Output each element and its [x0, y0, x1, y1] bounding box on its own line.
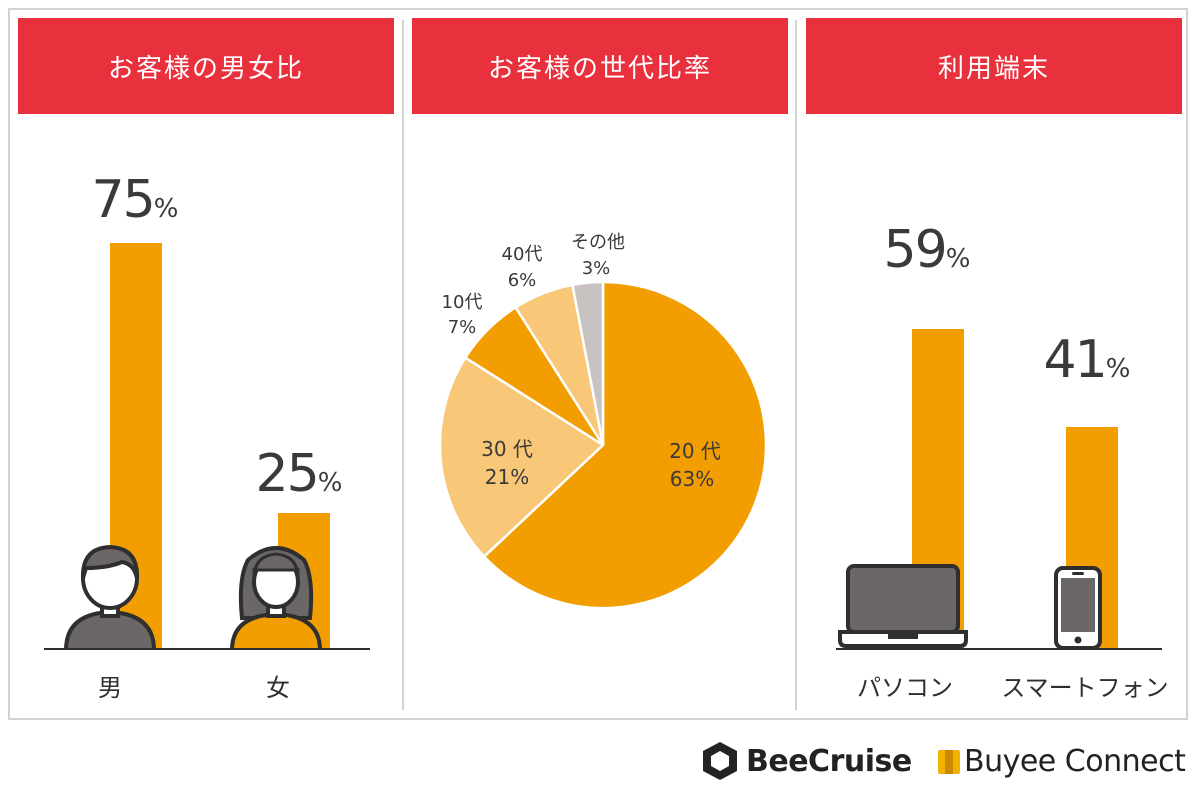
panel-divider-1	[402, 20, 404, 710]
gender-baseline	[44, 648, 370, 650]
smartphone-pct-sign: %	[1105, 354, 1131, 384]
male-pct-sign: %	[153, 194, 179, 224]
female-avatar-icon	[229, 546, 323, 650]
male-avatar-icon	[63, 544, 157, 650]
device-baseline	[836, 648, 1162, 650]
device-panel-title: 利用端末	[806, 18, 1182, 114]
beecruise-logo: BeeCruise	[700, 738, 912, 784]
female-category-label: 女	[266, 674, 290, 702]
panel-divider-2	[795, 20, 797, 710]
age-panel-title: お客様の世代比率	[412, 18, 788, 114]
buyee-connect-logo-text: Buyee Connect	[964, 743, 1186, 779]
beecruise-hexagon-icon	[703, 742, 737, 780]
pc-category-label: パソコン	[857, 674, 953, 702]
smartphone-pct-label: 41%	[1032, 330, 1142, 390]
smartphone-icon	[1054, 566, 1102, 650]
pie-label-30s: 30 代	[481, 437, 533, 461]
female-pct-label: 25%	[244, 444, 354, 504]
pie-label-10s: 10代	[442, 292, 483, 313]
buyee-connect-logo: Buyee Connect	[936, 738, 1186, 784]
male-category-label: 男	[98, 674, 122, 702]
pc-pct-sign: %	[945, 244, 971, 274]
pc-pct-value: 59	[883, 220, 948, 280]
pie-value-other: 3%	[582, 258, 611, 279]
female-pct-value: 25	[255, 444, 320, 504]
male-pct-label: 75%	[80, 170, 190, 230]
laptop-icon	[838, 564, 968, 648]
female-pct-sign: %	[317, 468, 343, 498]
pie-label-other: その他	[571, 232, 625, 253]
pie-value-30s: 21%	[485, 465, 529, 489]
beecruise-logo-text: BeeCruise	[746, 743, 912, 779]
pc-pct-label: 59%	[872, 220, 982, 280]
smartphone-category-label: スマートフォン	[1001, 674, 1169, 702]
pie-slice-20s	[482, 280, 768, 610]
gender-panel-title: お客様の男女比	[18, 18, 394, 114]
male-pct-value: 75	[91, 170, 156, 230]
pie-value-20s: 63%	[670, 467, 714, 491]
pie-label-40s: 40代	[502, 244, 543, 265]
pie-label-20s: 20 代	[669, 439, 721, 463]
pie-value-40s: 6%	[508, 270, 537, 291]
pie-slice-30s	[438, 355, 606, 559]
age-pie-chart: 20 代 63% 30 代 21% 10代 7% 40代 6% その他 3%	[438, 232, 768, 610]
pie-slices-group	[438, 280, 768, 610]
pie-value-10s: 7%	[448, 317, 477, 338]
buyee-box-icon	[938, 750, 960, 774]
smartphone-pct-value: 41	[1043, 330, 1108, 390]
pie-slice-other	[570, 280, 605, 446]
